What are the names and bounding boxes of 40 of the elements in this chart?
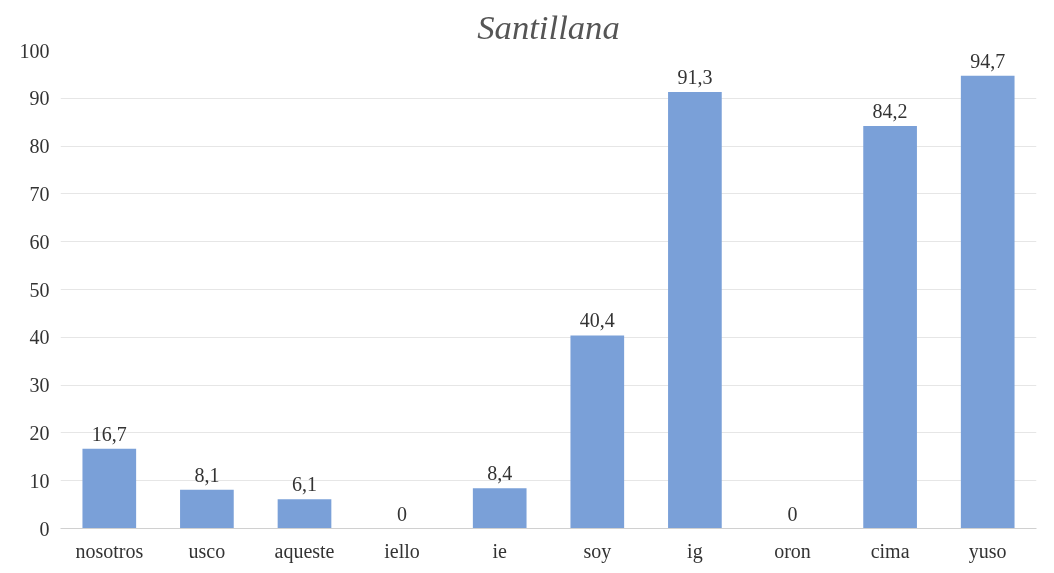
y-tick-label: 40 [29, 326, 50, 349]
bar [180, 489, 234, 529]
y-tick-label: 30 [29, 374, 50, 397]
chart-title: Santillana [477, 7, 620, 46]
y-tick-label: 90 [29, 87, 50, 110]
x-tick-label: usco [188, 539, 226, 562]
x-tick-label: aqueste [274, 539, 335, 563]
y-tick-label: 0 [39, 517, 50, 540]
bar [668, 92, 722, 529]
data-label: 91,3 [677, 66, 713, 89]
y-tick-label: 10 [29, 469, 50, 492]
bar [472, 488, 527, 529]
x-tick-label: yuso [968, 539, 1007, 563]
x-tick-label: ig [687, 539, 703, 563]
data-label: 6,1 [292, 473, 317, 496]
data-label: 8,4 [487, 462, 513, 485]
y-tick-label: 50 [29, 278, 50, 301]
data-label: 0 [397, 502, 408, 525]
data-label: 94,7 [970, 49, 1006, 72]
x-tick-label: ie [492, 539, 508, 562]
y-tick-label: 60 [29, 230, 50, 253]
bar [82, 448, 137, 529]
data-label: 16,7 [91, 422, 127, 445]
x-tick-label: cima [870, 539, 910, 562]
y-tick-label: 80 [29, 135, 50, 158]
y-tick-label: 70 [29, 182, 50, 205]
y-tick-label: 20 [29, 421, 50, 444]
bar [277, 499, 332, 529]
bar [960, 75, 1015, 529]
data-label: 8,1 [194, 463, 220, 486]
bar [570, 335, 625, 529]
bar [863, 126, 917, 529]
data-label: 0 [787, 502, 798, 525]
x-tick-label: iello [384, 539, 420, 562]
data-label: 84,2 [872, 100, 908, 123]
x-tick-label: soy [583, 539, 612, 563]
x-tick-label: nosotros [75, 539, 144, 562]
y-tick-label: 100 [19, 39, 50, 62]
data-label: 40,4 [579, 309, 615, 332]
x-tick-label: oron [774, 539, 811, 562]
